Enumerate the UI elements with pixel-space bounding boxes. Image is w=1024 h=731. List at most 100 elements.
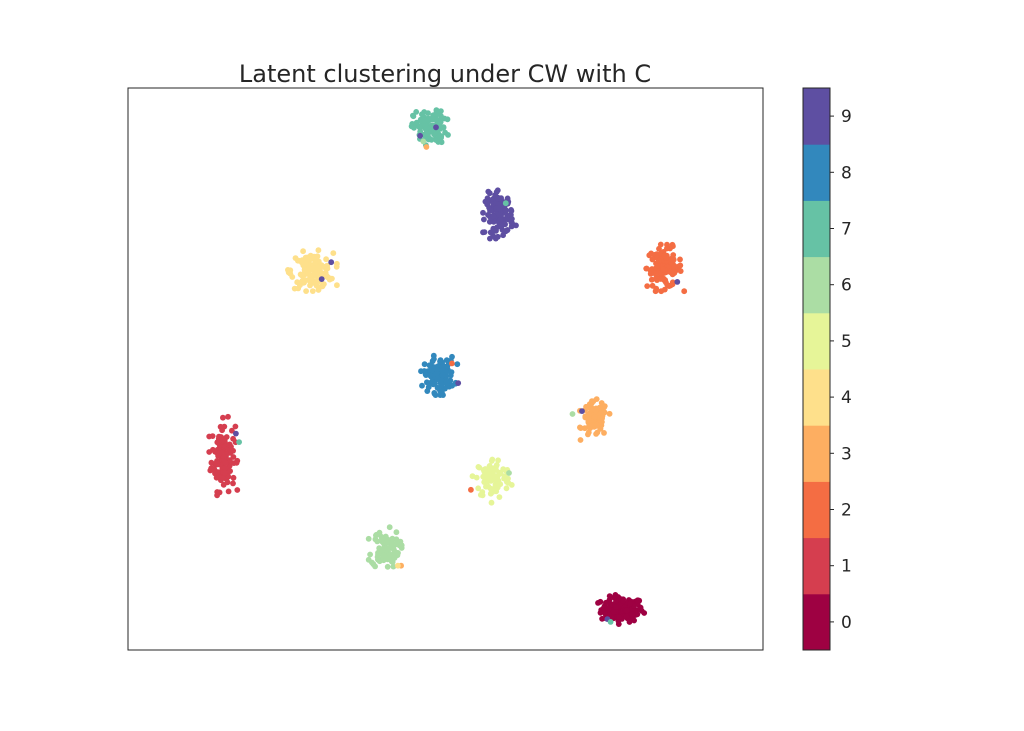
scatter-point bbox=[424, 388, 431, 394]
scatter-point bbox=[674, 279, 681, 285]
scatter-point bbox=[307, 282, 313, 289]
scatter-point bbox=[379, 546, 386, 552]
scatter-point bbox=[295, 257, 301, 264]
scatter-point bbox=[329, 275, 335, 282]
scatter-point bbox=[583, 414, 590, 420]
colorbar-tick-label: 0 bbox=[841, 613, 852, 633]
scatter-point bbox=[606, 593, 613, 599]
scatter-point bbox=[480, 473, 487, 480]
colorbar-tick-label: 6 bbox=[841, 276, 852, 296]
scatter-point bbox=[502, 228, 509, 235]
scatter-point bbox=[328, 259, 335, 266]
scatter-point bbox=[488, 488, 495, 495]
scatter-point bbox=[222, 464, 228, 471]
scatter-point bbox=[497, 470, 504, 477]
scatter-point bbox=[449, 360, 455, 367]
scatter-point bbox=[468, 486, 474, 493]
scatter-point bbox=[503, 207, 509, 214]
colorbar-segment-9 bbox=[803, 88, 830, 145]
scatter-point bbox=[480, 209, 486, 216]
scatter-point bbox=[494, 195, 501, 202]
scatter-point bbox=[385, 545, 391, 552]
scatter-point bbox=[384, 563, 391, 570]
scatter-point bbox=[598, 400, 605, 406]
scatter-point bbox=[386, 524, 393, 531]
scatter-point bbox=[222, 459, 229, 466]
scatter-point bbox=[394, 552, 401, 559]
scatter-point bbox=[216, 489, 223, 496]
scatter-point bbox=[603, 599, 609, 606]
colorbar-tick-label: 9 bbox=[841, 107, 852, 127]
scatter-point bbox=[655, 257, 662, 264]
scatter-point bbox=[419, 382, 425, 389]
scatter-point bbox=[669, 281, 676, 288]
scatter-point bbox=[455, 380, 462, 386]
colorbar-tick-label: 1 bbox=[841, 557, 852, 577]
scatter-point bbox=[502, 473, 508, 480]
scatter-point bbox=[475, 485, 482, 492]
scatter-point bbox=[597, 410, 604, 417]
outlier-points bbox=[233, 124, 681, 625]
scatter-point bbox=[620, 598, 626, 604]
scatter-point bbox=[312, 259, 319, 266]
scatter-point bbox=[320, 270, 327, 277]
colorbar-tick-label: 5 bbox=[841, 332, 852, 352]
plot-axes-frame bbox=[127, 87, 764, 651]
scatter-point bbox=[206, 449, 213, 455]
scatter-point bbox=[379, 536, 385, 542]
cluster-4 bbox=[285, 247, 340, 294]
scatter-point bbox=[585, 431, 591, 438]
scatter-point bbox=[220, 437, 227, 444]
scatter-point bbox=[303, 256, 310, 262]
cluster-8 bbox=[418, 352, 461, 398]
scatter-point bbox=[593, 396, 600, 402]
scatter-point bbox=[230, 480, 236, 487]
scatter-point bbox=[424, 379, 430, 386]
scatter-point bbox=[393, 529, 400, 536]
scatter-point bbox=[383, 538, 390, 545]
scatter-point bbox=[482, 468, 488, 475]
scatter-point bbox=[305, 270, 312, 276]
scatter-point bbox=[436, 133, 442, 140]
scatter-point bbox=[663, 279, 669, 286]
scatter-point bbox=[333, 263, 340, 270]
scatter-point bbox=[513, 222, 519, 229]
scatter-point bbox=[651, 270, 657, 276]
scatter-point bbox=[420, 138, 427, 145]
scatter-point bbox=[230, 474, 237, 481]
scatter-point bbox=[661, 252, 668, 259]
scatter-point bbox=[577, 437, 584, 443]
scatter-point bbox=[297, 282, 303, 289]
scatter-point bbox=[334, 282, 340, 289]
scatter-point bbox=[287, 270, 294, 277]
colorbar-segment-4 bbox=[803, 369, 830, 426]
cluster-3 bbox=[577, 396, 613, 443]
scatter-point bbox=[318, 276, 325, 282]
cluster-5 bbox=[469, 456, 515, 506]
scatter-point bbox=[646, 252, 653, 259]
scatter-point bbox=[423, 144, 430, 150]
scatter-point bbox=[594, 421, 600, 428]
scatter-point bbox=[506, 470, 512, 476]
scatter-point bbox=[439, 382, 445, 389]
scatter-point bbox=[498, 222, 505, 229]
scatter-point bbox=[300, 248, 306, 255]
scatter-point bbox=[390, 563, 397, 570]
scatter-point bbox=[445, 132, 451, 138]
scatter-point bbox=[439, 372, 446, 379]
colorbar-segment-3 bbox=[803, 425, 830, 482]
scatter-point bbox=[398, 542, 405, 549]
scatter-point bbox=[488, 499, 495, 506]
scatter-point bbox=[374, 538, 381, 545]
scatter-point bbox=[222, 470, 229, 476]
scatter-point bbox=[587, 406, 594, 412]
scatter-point bbox=[310, 265, 316, 272]
scatter-point bbox=[611, 594, 618, 601]
cluster-0 bbox=[595, 592, 648, 627]
colorbar-segment-7 bbox=[803, 200, 830, 258]
scatter-point bbox=[431, 130, 438, 137]
scatter-point bbox=[387, 552, 394, 558]
colorbar-segment-6 bbox=[803, 256, 830, 314]
cluster-7 bbox=[408, 107, 451, 149]
scatter-point bbox=[638, 608, 645, 614]
